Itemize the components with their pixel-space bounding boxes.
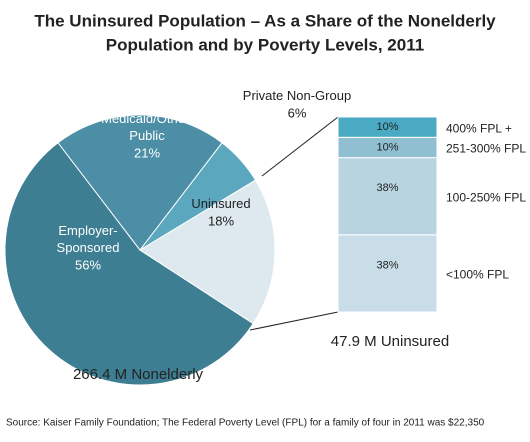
slice-value-label: 56% (75, 257, 101, 272)
bar-segment (337, 234, 438, 313)
source: Source: Kaiser Family Foundation; The Fe… (6, 418, 485, 429)
segment-label: 400% FPL + (446, 121, 512, 135)
slice-value-label: 6% (288, 105, 307, 120)
bar-segment (337, 116, 438, 138)
slice-label: Uninsured (191, 196, 250, 211)
pie-slice (57, 114, 223, 251)
slice-value-label: 18% (208, 213, 234, 228)
segment-value-label: 38% (376, 182, 398, 194)
slice-label: Medicaid/Other Public (101, 111, 193, 143)
connector (249, 311, 339, 331)
segment-value-label: 10% (376, 141, 398, 153)
pie-slice (4, 142, 254, 386)
bar-segment (337, 157, 438, 236)
title-line: The Uninsured Population – As a Share of… (34, 11, 496, 30)
bar-caption: 47.9 M Uninsured (331, 333, 449, 350)
pie-caption: 266.4 M Nonelderly (73, 366, 204, 383)
segment-value-label: 10% (376, 121, 398, 133)
slice-value-label: 21% (134, 145, 160, 160)
title-line: Population and by Poverty Levels, 2011 (106, 35, 424, 54)
segment-label: 100-250% FPL (446, 190, 526, 204)
segment-label: <100% FPL (446, 268, 509, 282)
connector (261, 116, 339, 177)
pie-slice (139, 179, 276, 325)
segment-label: 251-300% FPL (446, 142, 526, 156)
segment-value-label: 38% (376, 259, 398, 271)
slice-label: Employer-Sponsored (57, 223, 120, 255)
slice-label: Private Non-Group (243, 88, 351, 103)
